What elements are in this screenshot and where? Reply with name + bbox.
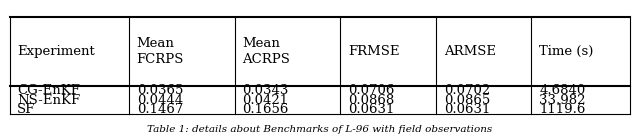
Text: 0.0865: 0.0865	[444, 94, 490, 107]
Text: 4.6840: 4.6840	[539, 84, 586, 97]
Text: FRMSE: FRMSE	[348, 45, 399, 58]
Text: 0.0631: 0.0631	[348, 103, 394, 116]
Text: 0.0343: 0.0343	[243, 84, 289, 97]
Text: ARMSE: ARMSE	[444, 45, 495, 58]
Text: 0.0365: 0.0365	[137, 84, 183, 97]
Text: CG-EnKF: CG-EnKF	[17, 84, 80, 97]
Text: Table 1: details about Benchmarks of L-96 with field observations: Table 1: details about Benchmarks of L-9…	[147, 125, 493, 134]
Text: Mean
ACRPS: Mean ACRPS	[243, 37, 291, 66]
Text: Mean
FCRPS: Mean FCRPS	[137, 37, 184, 66]
Text: NS-EnKF: NS-EnKF	[17, 94, 81, 107]
Text: Time (s): Time (s)	[539, 45, 593, 58]
Text: 0.0444: 0.0444	[137, 94, 183, 107]
Text: 0.0631: 0.0631	[444, 103, 490, 116]
Text: 33.982: 33.982	[539, 94, 586, 107]
Text: SF: SF	[17, 103, 36, 116]
Text: 0.1656: 0.1656	[243, 103, 289, 116]
Text: 1119.6: 1119.6	[539, 103, 586, 116]
Text: 0.0706: 0.0706	[348, 84, 394, 97]
Text: 0.0702: 0.0702	[444, 84, 490, 97]
Text: 0.0421: 0.0421	[243, 94, 289, 107]
Text: 0.1467: 0.1467	[137, 103, 183, 116]
Text: 0.0868: 0.0868	[348, 94, 394, 107]
Text: Experiment: Experiment	[17, 45, 95, 58]
